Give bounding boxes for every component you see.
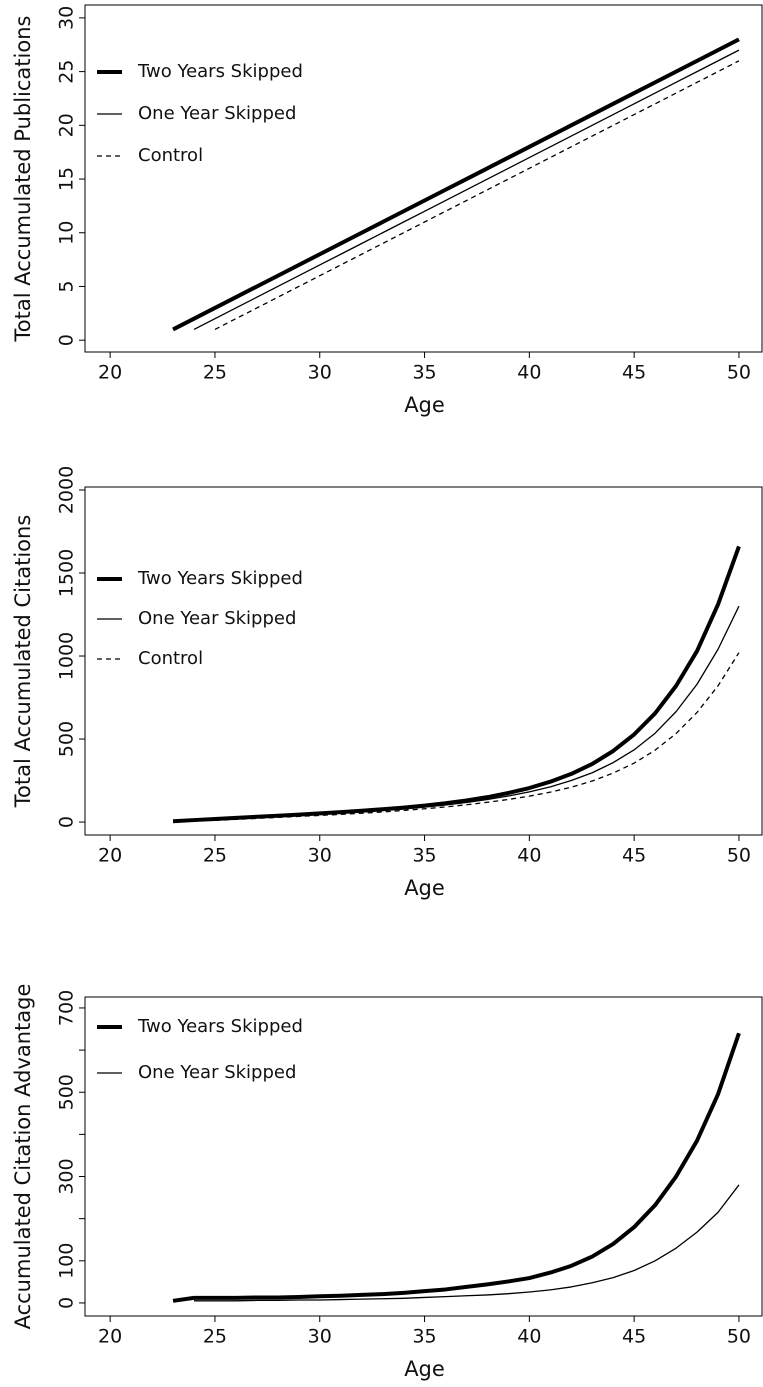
y-tick-label: 0 [56,334,78,346]
y-axis-title: Total Accumulated Publications [11,16,35,343]
y-tick-label: 25 [56,60,78,84]
x-axis-title: Age [404,393,445,417]
series-line [214,60,740,331]
x-tick-label: 20 [98,1326,122,1348]
y-tick-label: 20 [56,113,78,137]
x-tick-label: 50 [727,845,751,867]
legend-label: One Year Skipped [138,608,296,629]
x-tick-label: 35 [412,362,436,384]
series-line [172,37,740,332]
y-tick-label: 5 [56,280,78,292]
y-tick-label: 500 [56,1074,78,1110]
plot-frame [84,996,763,1317]
legend-label: Two Years Skipped [137,568,303,589]
x-tick-label: 40 [517,362,541,384]
x-axis-title: Age [404,1357,445,1381]
y-axis-title: Total Accumulated Citations [11,515,35,809]
x-tick-label: 45 [622,845,646,867]
x-tick-label: 30 [308,362,332,384]
y-tick-label: 10 [56,221,78,245]
series-line [193,1184,740,1302]
x-tick-label: 20 [98,845,122,867]
legend-label: Control [138,648,203,669]
x-axis-title: Age [404,876,445,900]
series-line [172,545,741,824]
x-tick-label: 30 [308,845,332,867]
legend-label: Two Years Skipped [137,1016,303,1037]
y-tick-label: 300 [56,1158,78,1194]
x-tick-label: 50 [727,362,751,384]
x-tick-label: 35 [412,1326,436,1348]
series-line [214,652,740,822]
y-tick-label: 0 [56,816,78,828]
x-tick-label: 25 [203,1326,227,1348]
series-line [193,605,740,822]
series-line [172,1032,741,1303]
x-tick-label: 45 [622,362,646,384]
series-line [193,49,740,331]
y-tick-label: 0 [56,1297,78,1309]
y-tick-label: 700 [56,990,78,1026]
y-tick-label: 2000 [56,466,78,514]
y-tick-label: 1500 [56,549,78,597]
legend-label: One Year Skipped [138,1062,296,1083]
x-tick-label: 35 [412,845,436,867]
y-tick-label: 1000 [56,632,78,680]
x-tick-label: 50 [727,1326,751,1348]
x-tick-label: 40 [517,845,541,867]
plot-frame [84,4,763,353]
y-tick-label: 15 [56,167,78,191]
y-tick-label: 30 [56,6,78,30]
legend-label: Two Years Skipped [137,61,303,82]
y-tick-label: 500 [56,721,78,757]
x-tick-label: 45 [622,1326,646,1348]
x-tick-label: 40 [517,1326,541,1348]
legend-label: One Year Skipped [138,103,296,124]
x-tick-label: 25 [203,845,227,867]
y-axis-title: Accumulated Citation Advantage [11,984,35,1330]
legend-label: Control [138,145,203,166]
x-tick-label: 25 [203,362,227,384]
x-tick-label: 30 [308,1326,332,1348]
plot-frame [84,486,763,836]
y-tick-label: 100 [56,1243,78,1279]
x-tick-label: 20 [98,362,122,384]
